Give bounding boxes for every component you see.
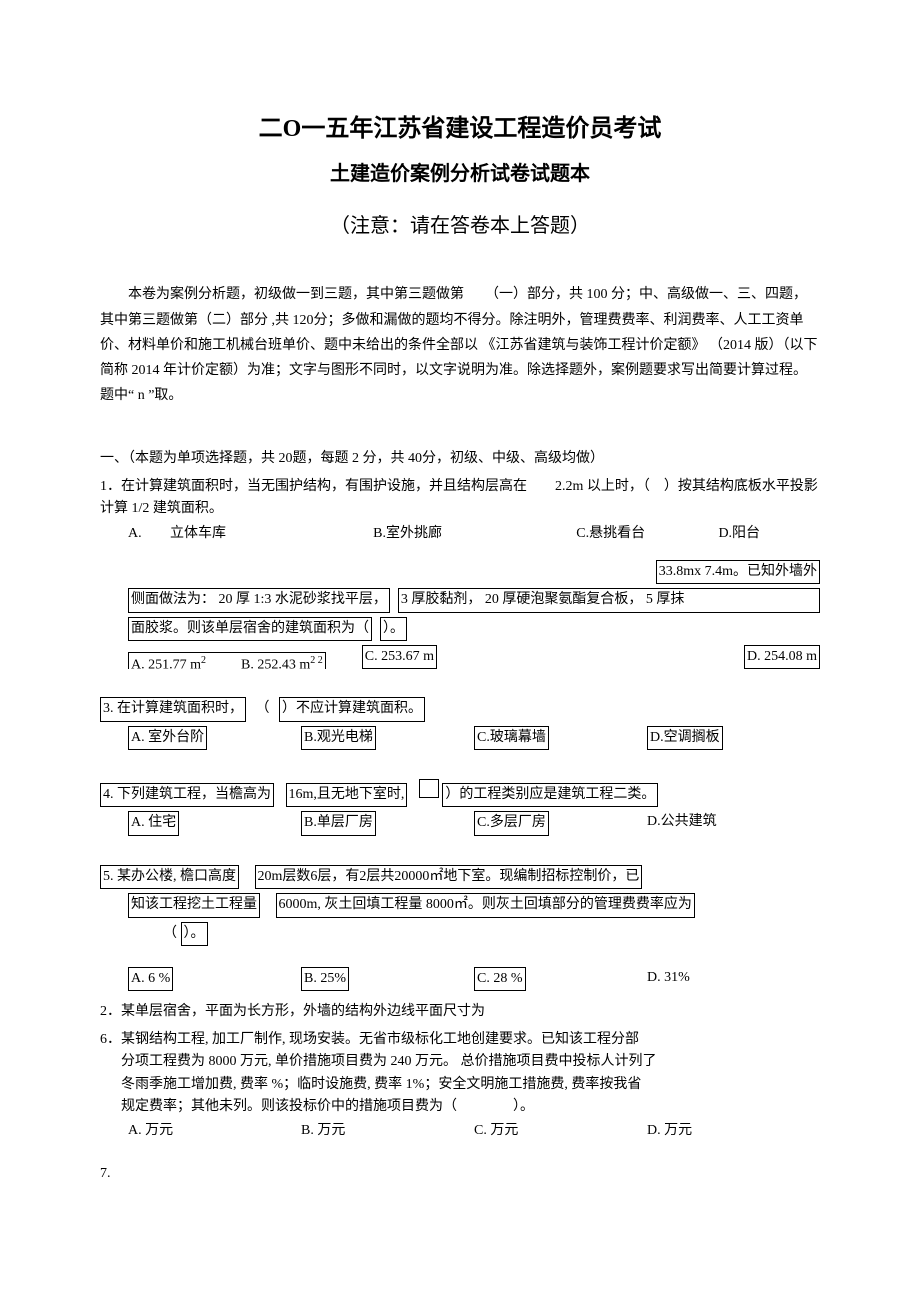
q2-intro-line: 2．某单层宿舍，平面为长方形，外墙的结构外边线平面尺寸为 bbox=[100, 1001, 820, 1023]
q1-opt-d: D.阳台 bbox=[718, 523, 820, 545]
q2-left2-text: 面胶浆。则该单层宿舍的建筑面积为（ bbox=[131, 621, 369, 636]
q2-b-text: B. 252.43 m bbox=[241, 657, 310, 669]
q2-frag-mid2: ）。 bbox=[380, 617, 407, 641]
q3-stem-r: ）不应计算建筑面积。 bbox=[279, 697, 425, 721]
title-sub: 土建造价案例分析试卷试题本 bbox=[100, 158, 820, 190]
q6-opt-c: C. 万元 bbox=[474, 1120, 647, 1142]
q5-l1b: 20m层数6层，有2层共20000㎡地下室。现编制招标控制价，已 bbox=[255, 865, 643, 889]
q5-opt-c: C. 28 % bbox=[474, 967, 526, 991]
question-3: 3. 在计算建筑面积时， （ ）不应计算建筑面积。 bbox=[100, 697, 820, 721]
q2-opt-d: D. 254.08 m bbox=[744, 645, 820, 669]
question-6: 6．某钢结构工程, 加工厂制作, 现场安装。无省市级标化工地创建要求。已知该工程… bbox=[100, 1029, 820, 1143]
q1-stem: 1．在计算建筑面积时，当无围护结构，有围护设施，并且结构层高在 2.2m 以上时… bbox=[100, 476, 820, 521]
q5-opt-d: D. 31% bbox=[647, 970, 690, 985]
q1-opt-a-label: A. bbox=[128, 523, 170, 545]
q3-stem-l: 3. 在计算建筑面积时， bbox=[100, 697, 246, 721]
q1-opt-c: C.悬挑看台 bbox=[576, 523, 718, 545]
q2-frag-left1: 侧面做法为： 20 厚 1:3 水泥砂浆找平层， bbox=[128, 588, 390, 612]
q3-paren: （ bbox=[250, 701, 276, 716]
q5-l2a: 知该工程挖土工程量 bbox=[128, 893, 260, 917]
q2-frag-topright: 33.8mx 7.4m。已知外墙外 bbox=[656, 560, 820, 584]
q4-stem-l: 4. 下列建筑工程，当檐高为 bbox=[100, 783, 274, 807]
q4-opt-b: B.单层厂房 bbox=[301, 811, 376, 835]
q6-opt-a: A. 万元 bbox=[128, 1120, 301, 1142]
q4-stem-m: 16m,且无地下室时, bbox=[286, 783, 408, 807]
q6-l3: 冬雨季施工增加费, 费率 %；临时设施费, 费率 1%；安全文明施工措施费, 费… bbox=[100, 1074, 820, 1096]
title-main: 二O一五年江苏省建设工程造价员考试 bbox=[100, 110, 820, 148]
question-1: 1．在计算建筑面积时，当无围护结构，有围护设施，并且结构层高在 2.2m 以上时… bbox=[100, 476, 820, 545]
q5-opt-a: A. 6 % bbox=[128, 967, 173, 991]
q6-l4: 规定费率；其他未列。则该投标价中的措施项目费为（ ）。 bbox=[100, 1096, 820, 1118]
question-5: 5. 某办公楼, 檐口高度 20m层数6层，有2层共20000㎡地下室。现编制招… bbox=[100, 865, 820, 889]
q4-opt-a: A. 住宅 bbox=[128, 811, 179, 835]
sup-22: 2 2 bbox=[310, 655, 323, 666]
q2-frag-mid1: 3 厚胶黏剂， 20 厚硬泡聚氨酯复合板， 5 厚抹 bbox=[398, 588, 820, 612]
q1-opt-a: 立体车库 bbox=[170, 523, 373, 545]
q2-frag-left2: 面胶浆。则该单层宿舍的建筑面积为（ bbox=[128, 617, 372, 641]
title-note: （注意：请在答卷本上答题） bbox=[100, 210, 820, 242]
q6-l2: 分项工程费为 8000 万元, 单价措施项目费为 240 万元。 总价措施项目费… bbox=[100, 1051, 820, 1073]
q6-opt-d: D. 万元 bbox=[647, 1120, 820, 1142]
q3-opt-b: B.观光电梯 bbox=[301, 726, 376, 750]
section-1-heading: 一、（本题为单项选择题，共 20题，每题 2 分，共 40分，初级、中级、高级均… bbox=[100, 448, 820, 470]
q6-opt-b: B. 万元 bbox=[301, 1120, 474, 1142]
q2-opt-a: A. 251.77 m2 B. 252.43 m2 2 bbox=[128, 652, 326, 670]
intro-paragraph: 本卷为案例分析题，初级做一到三题，其中第三题做第 （一）部分，共 100 分；中… bbox=[100, 282, 820, 408]
q4-opt-d: D.公共建筑 bbox=[647, 814, 717, 829]
q5-l3: ）。 bbox=[181, 922, 208, 946]
sup-2: 2 bbox=[201, 655, 206, 666]
q3-opt-d: D.空调搁板 bbox=[647, 726, 723, 750]
q5-l1a: 5. 某办公楼, 檐口高度 bbox=[100, 865, 239, 889]
q1-opt-b: B.室外挑廊 bbox=[373, 523, 576, 545]
q5-opt-b: B. 25% bbox=[301, 967, 349, 991]
q6-l1: 6．某钢结构工程, 加工厂制作, 现场安装。无省市级标化工地创建要求。已知该工程… bbox=[100, 1029, 820, 1051]
q2-a-text: A. 251.77 m bbox=[131, 657, 201, 669]
q5-l2b: 6000m, 灰土回填工程量 8000㎡。则灰土回填部分的管理费费率应为 bbox=[276, 893, 695, 917]
question-4: 4. 下列建筑工程，当檐高为 16m,且无地下室时, ）的工程类别应是建筑工程二… bbox=[100, 779, 820, 807]
q4-opt-c: C.多层厂房 bbox=[474, 811, 549, 835]
q2-opt-c: C. 253.67 m bbox=[362, 645, 437, 669]
q4-paren-box bbox=[419, 779, 439, 798]
question-7: 7. bbox=[100, 1163, 820, 1185]
q3-opt-c: C.玻璃幕墙 bbox=[474, 726, 549, 750]
q5-paren: （ bbox=[163, 926, 177, 941]
q4-stem-r: ）的工程类别应是建筑工程二类。 bbox=[442, 783, 658, 807]
q3-opt-a: A. 室外台阶 bbox=[128, 726, 207, 750]
